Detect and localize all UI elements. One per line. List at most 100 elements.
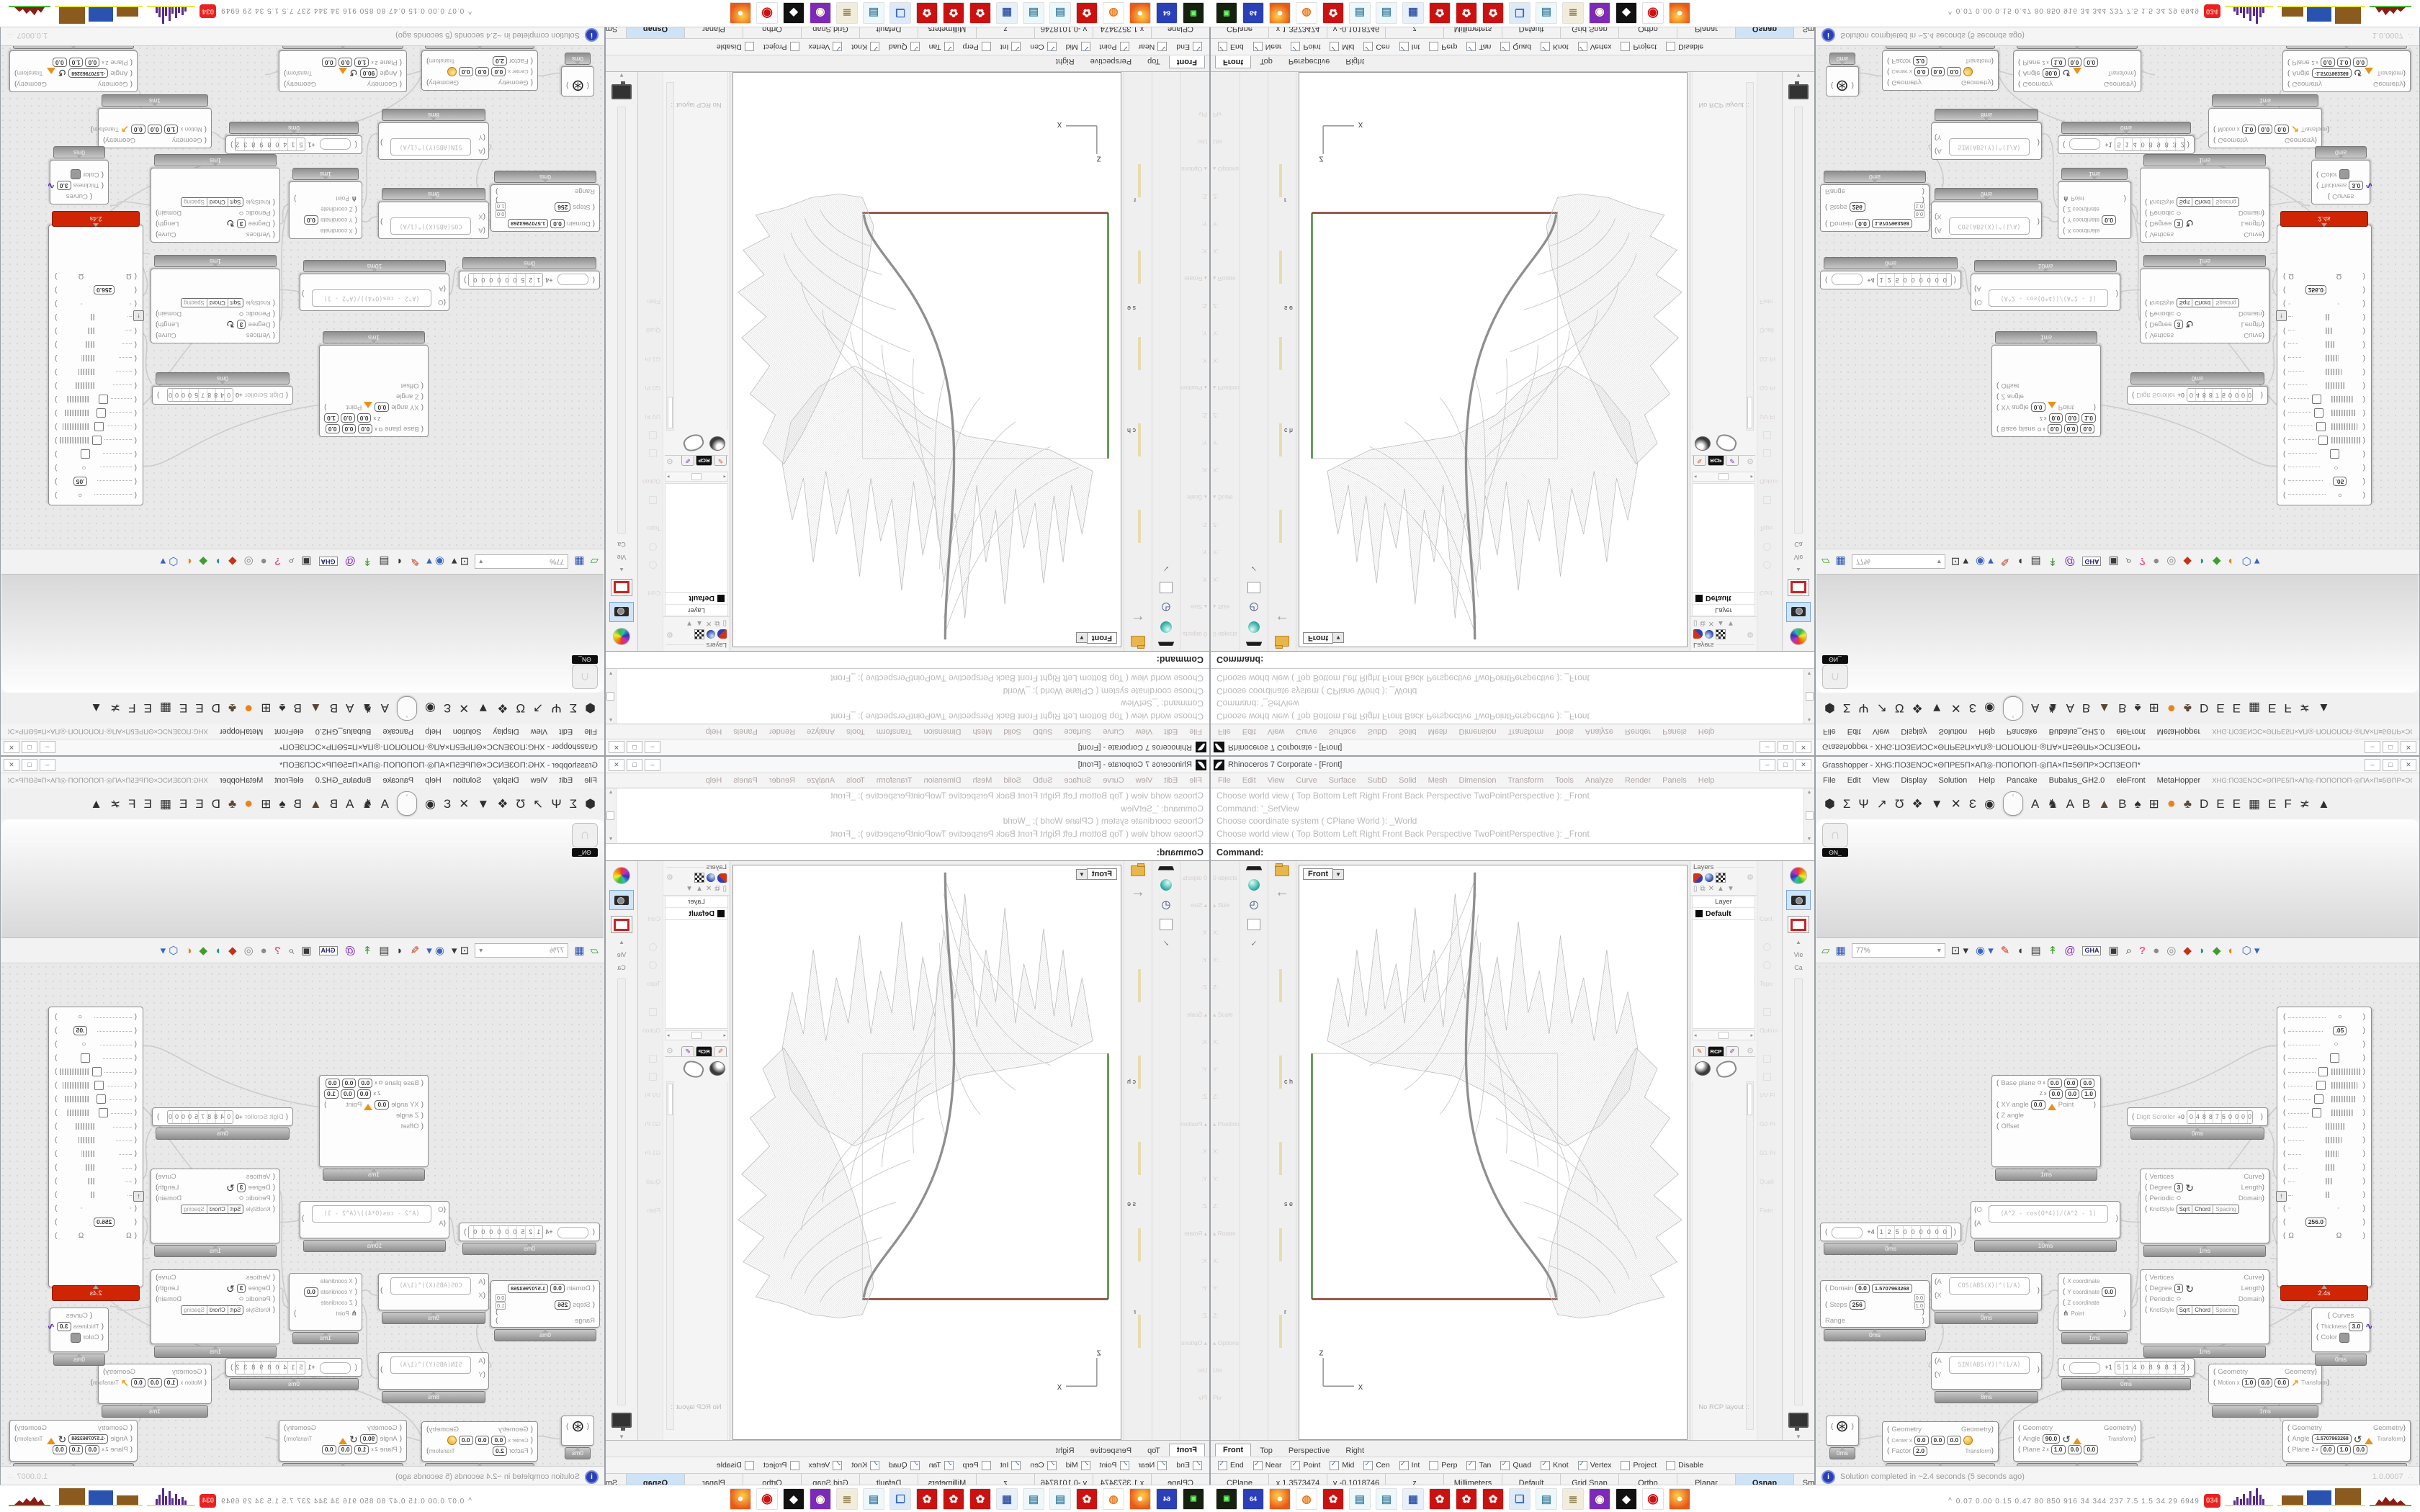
gh-toolbar-icon[interactable]: ▤ (379, 944, 390, 957)
rhino-menu-item[interactable]: File (1218, 776, 1231, 785)
gh-toolbar-icon[interactable]: ◐ (185, 944, 192, 957)
gh-toolbar-icon[interactable]: ◖ (396, 555, 403, 568)
gh-menu-item[interactable]: View (1872, 776, 1890, 785)
camera-panel-icon-active[interactable] (1786, 602, 1811, 622)
gh-expression[interactable]: A Y SIN(ABS(Y))^(1/A) 8ms (1931, 1352, 2042, 1403)
gh-menu-item[interactable]: File (1823, 727, 1836, 736)
color-wheel-icon[interactable] (613, 628, 630, 645)
gh-canvas[interactable]: +4 125000000000 0ms Domain 0.0 1.5707963… (1816, 46, 2419, 549)
gh-toolbar-icon[interactable]: ⬡ ▾ (160, 944, 179, 957)
taskbar-app-icon[interactable]: ◍ (1296, 2, 1317, 24)
camera-panel-label[interactable]: Ca (1794, 964, 1803, 971)
taskbar-app-icon[interactable]: ● (730, 1488, 751, 1510)
gh-category-tab-icon[interactable]: Σ (1842, 701, 1851, 716)
osnap-toggle[interactable]: Knot (851, 42, 879, 52)
rhino-menu-item[interactable]: SubD (1367, 727, 1388, 736)
gh-toolbar-icon[interactable]: ⊡ ▾ (452, 944, 470, 957)
gh-category-tab-icon[interactable]: ◉ (425, 796, 436, 811)
gh-category-tab-icon[interactable]: ▦ (160, 796, 172, 811)
gear-icon[interactable]: ⚙ (1747, 456, 1754, 466)
camera-panel-icon-active[interactable] (609, 602, 634, 622)
gh-toolbar-icon[interactable]: ? (274, 555, 281, 568)
close-icon[interactable]: ✕ (4, 758, 19, 771)
gh-menu-item[interactable]: File (584, 776, 597, 785)
rhino-menu-item[interactable]: Help (1698, 776, 1715, 785)
gh-category-tab-icon[interactable]: E (143, 701, 152, 716)
gh-construct-plane[interactable]: Base plane O x 0.00.00.0 Z x 0.00.01.0 X… (1991, 1075, 2101, 1181)
scroll-up-icon[interactable]: ▲ (1806, 717, 1812, 722)
viewport-tab[interactable]: Perspective (1090, 1446, 1132, 1455)
scroll-down-icon[interactable]: ▼ (608, 837, 614, 842)
layer-column-header[interactable]: Layer (1693, 896, 1754, 908)
display-tab-icon[interactable]: ✐ (681, 456, 694, 466)
osnap-toggle[interactable]: Disable (1666, 1460, 1703, 1470)
minimize-icon[interactable]: – (1760, 758, 1775, 771)
gh-toolbar-icon[interactable]: ▣ (301, 555, 312, 568)
new-layer-icon[interactable]: ▯ (722, 619, 727, 627)
taskbar-app-icon[interactable]: ◍ (1103, 2, 1124, 24)
rhino-menu-item[interactable]: Help (705, 727, 722, 736)
scroll-down-icon[interactable]: ▼ (1806, 837, 1812, 842)
layer-column-header[interactable]: Layer (1693, 604, 1754, 616)
command-history-scrollbar[interactable]: ▲ ▼ (606, 669, 617, 724)
taskbar-app-icon[interactable]: ◉ (810, 2, 831, 24)
taskbar-app-icon[interactable]: ≣ (1562, 1488, 1584, 1510)
osnap-toggle[interactable]: Point (1291, 1460, 1320, 1470)
gh-category-tab-icon[interactable]: ▲ (2317, 796, 2330, 811)
front-viewport[interactable]: Front ▼ (732, 865, 1121, 1440)
taskbar-app-icon[interactable]: ▤ (1049, 2, 1071, 24)
gh-category-tab-icon[interactable]: ▦ (2248, 701, 2260, 716)
gear-icon[interactable]: ⚙ (666, 456, 673, 466)
gh-category-tab-icon[interactable]: ✕ (1950, 701, 1961, 716)
osnap-toggle[interactable]: End (1176, 42, 1202, 52)
close-icon[interactable]: ✕ (2401, 741, 2416, 754)
gh-titlebar[interactable]: Grasshopper - XHG:ΠΟ3ΕΝƆϹ×ΘΠΡΕ5Π×ΑΠ◎·ΠΟΠ… (1816, 757, 2419, 773)
gh-toolbar-icon[interactable]: ⊡ ▾ (1950, 944, 1968, 957)
gh-category-tab-icon[interactable]: ▲ (2317, 701, 2330, 716)
gh-category-tab-icon[interactable]: A (380, 701, 390, 716)
clock-icon[interactable]: ◴ (1249, 601, 1259, 613)
gh-ribbon-component-icon[interactable]: ∩ (1822, 665, 1848, 689)
gh-toolbar-icon[interactable]: ● (260, 944, 267, 957)
scroll-up-icon[interactable]: ▲ (1806, 790, 1812, 795)
gh-category-tab-icon[interactable]: ● (244, 701, 254, 716)
gh-menu-item[interactable]: Edit (1847, 776, 1861, 785)
osnap-toggle[interactable]: End (1218, 1460, 1244, 1470)
checker-icon[interactable] (694, 629, 704, 639)
taskbar-app-icon[interactable]: ▤ (1023, 1488, 1044, 1510)
gh-number-slider[interactable]: +1 51408983200 0ms (2058, 122, 2195, 154)
tray-chevron-icon[interactable]: ^ (1948, 7, 1952, 15)
gh-active-tab[interactable]: ◦ (2002, 696, 2023, 721)
gh-category-tab-icon[interactable]: E (2232, 796, 2241, 811)
gh-category-tab-icon[interactable]: E (195, 701, 204, 716)
folder-icon[interactable] (1131, 636, 1145, 647)
command-history-scrollbar[interactable]: ▲ ▼ (1803, 669, 1814, 724)
camera-panel-label[interactable]: Ca (617, 964, 626, 971)
layers-hscrollbar[interactable]: ◂ ▸ (665, 1030, 728, 1040)
rhino-menu-item[interactable]: Edit (1164, 727, 1178, 736)
rhino-menu-item[interactable]: Analyze (806, 727, 835, 736)
gh-toolbar-icon[interactable]: ? (2139, 555, 2146, 568)
gh-number-slider[interactable]: +1 51408983200 0ms (225, 1358, 362, 1390)
taskbar-app-icon[interactable]: 64 (1156, 2, 1178, 24)
gh-number-slider[interactable]: +4 125000000000 0ms (1820, 1223, 1961, 1255)
record-icon[interactable] (611, 579, 632, 596)
maximize-icon[interactable]: □ (1778, 741, 1793, 754)
viewport-tab[interactable]: Top (1147, 1446, 1160, 1455)
taskbar-app-icon[interactable]: ▤ (1376, 2, 1397, 24)
osnap-toggle[interactable]: Tan (1466, 42, 1491, 52)
taskbar-app-icon[interactable]: ▤ (1349, 1488, 1371, 1510)
back-arrow-icon[interactable]: ← (1275, 612, 1289, 628)
rhino-menu-item[interactable]: Panels (1662, 776, 1687, 785)
scroll-down-icon[interactable]: ▼ (619, 72, 624, 78)
gh-category-tab-icon[interactable]: ● (2166, 701, 2176, 716)
monitor-icon[interactable] (611, 84, 632, 99)
gh-construct-plane[interactable]: Base plane O x 0.00.00.0 Z x 0.00.01.0 X… (319, 331, 429, 437)
gh-category-tab-icon[interactable]: B (2118, 796, 2127, 811)
gh-category-tab-icon[interactable]: E (179, 796, 188, 811)
taskbar-app-icon[interactable]: ✿ (1482, 1488, 1504, 1510)
osnap-toggle[interactable]: Near (1139, 42, 1168, 52)
osnap-toggle[interactable]: Mid (1066, 42, 1090, 52)
